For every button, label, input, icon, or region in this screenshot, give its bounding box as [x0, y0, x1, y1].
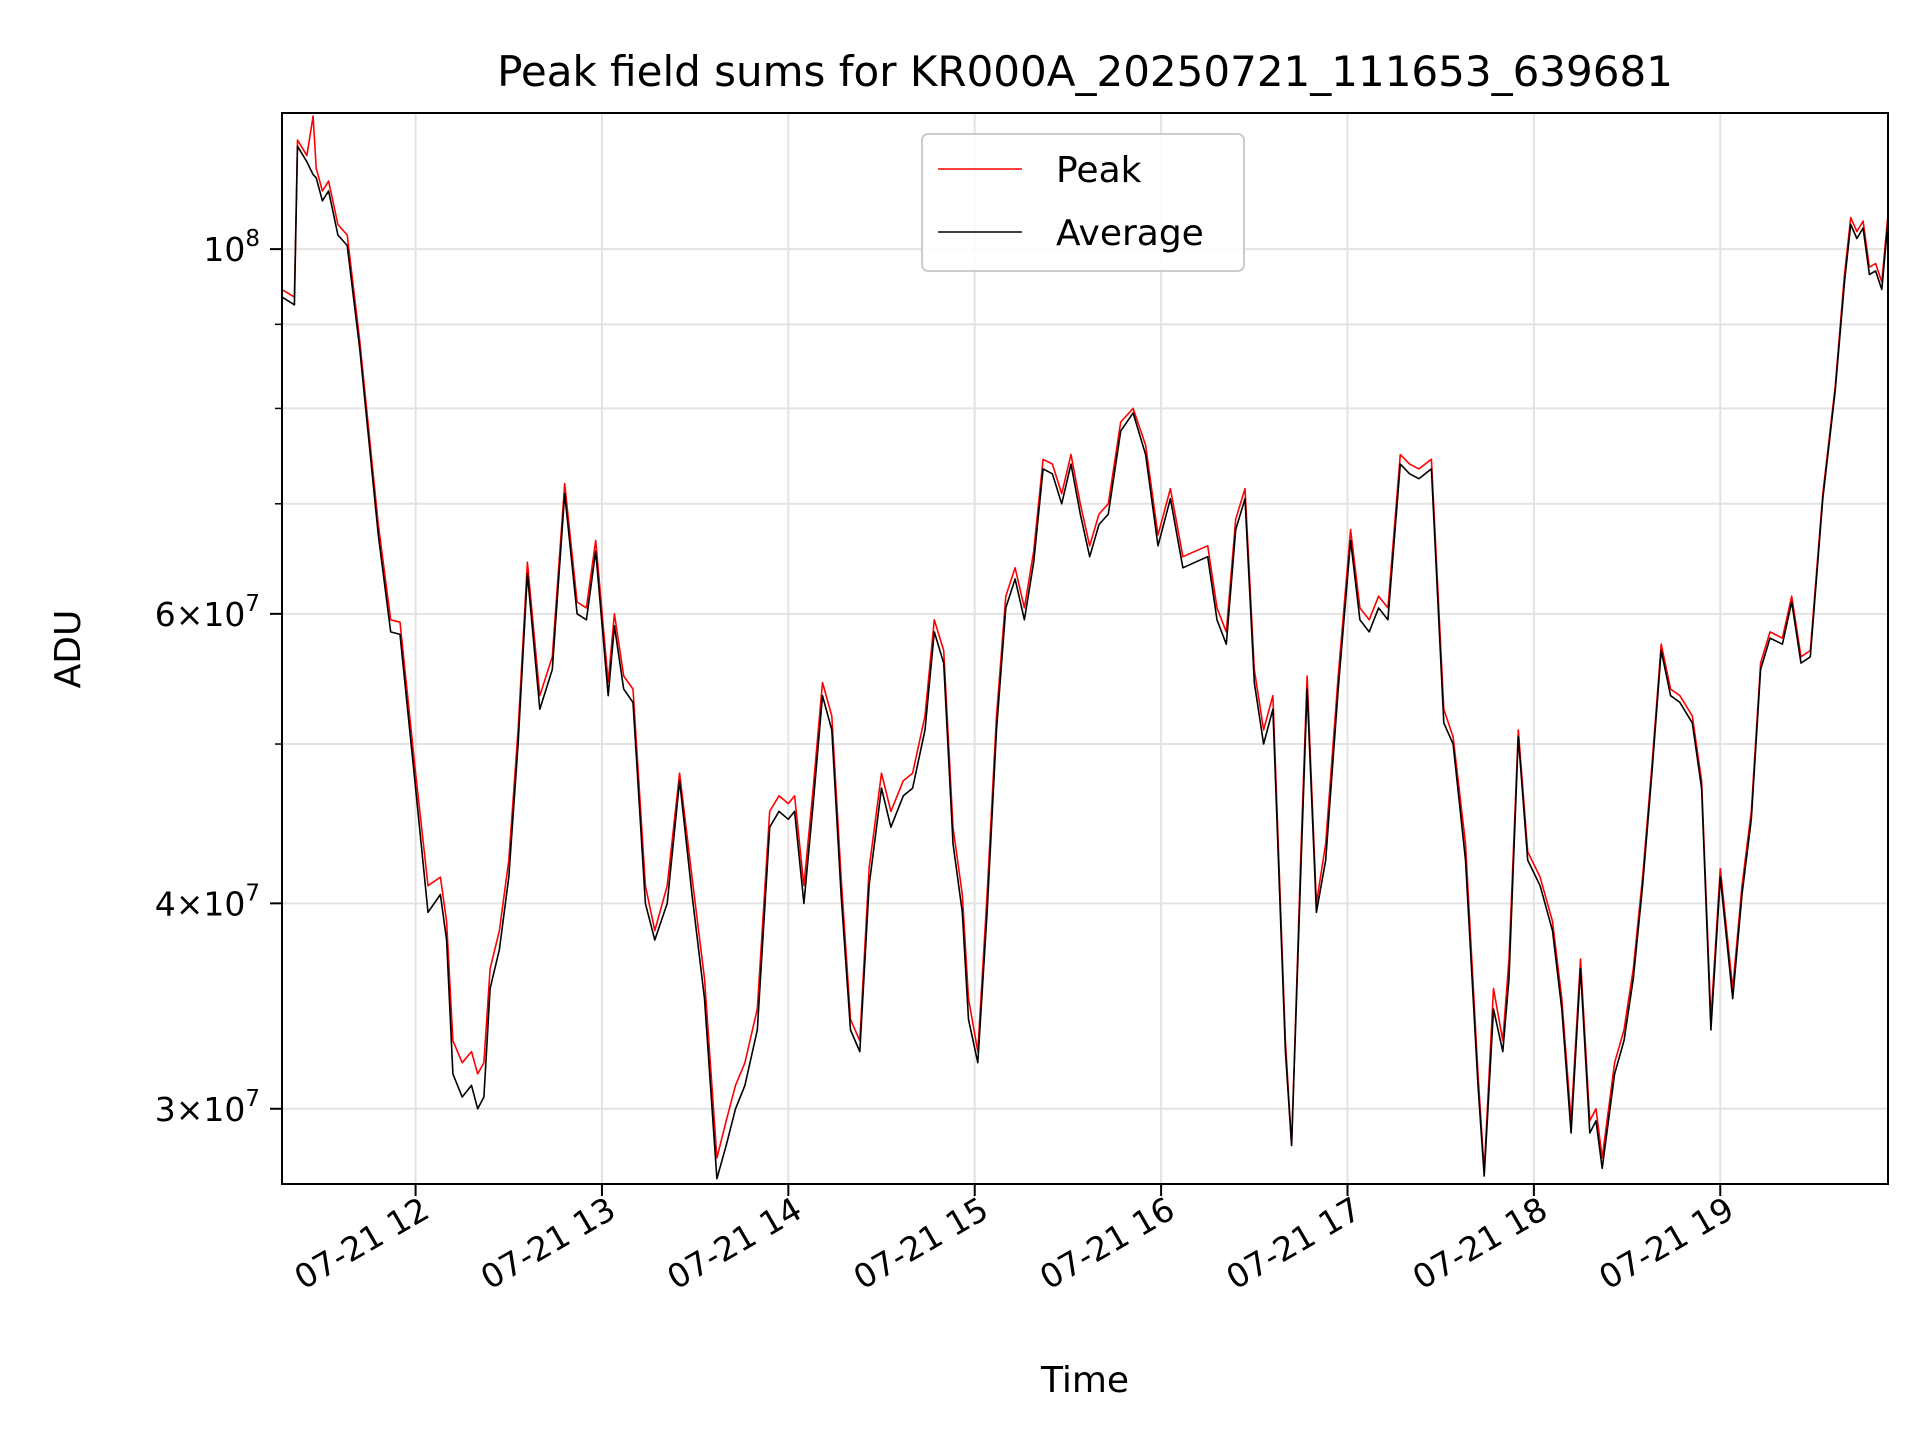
- y-tick-label: 6×107: [155, 591, 260, 634]
- y-tick-label: 108: [203, 226, 260, 269]
- y-tick-label: 3×107: [155, 1086, 260, 1129]
- y-axis-label: ADU: [48, 610, 89, 689]
- plot-area: [282, 115, 1888, 1180]
- legend-label-peak: Peak: [1056, 150, 1142, 191]
- series-line-peak: [282, 115, 1888, 1172]
- chart-title: Peak field sums for KR000A_20250721_1116…: [497, 47, 1673, 96]
- gridlines: [282, 113, 1888, 1184]
- legend: Peak Average: [921, 133, 1245, 272]
- x-axis-label: Time: [1040, 1360, 1129, 1401]
- plot-frame: [281, 112, 1889, 1185]
- series-line-average: [282, 145, 1888, 1180]
- y-tick-label: 4×107: [155, 880, 260, 923]
- legend-label-average: Average: [1056, 213, 1204, 254]
